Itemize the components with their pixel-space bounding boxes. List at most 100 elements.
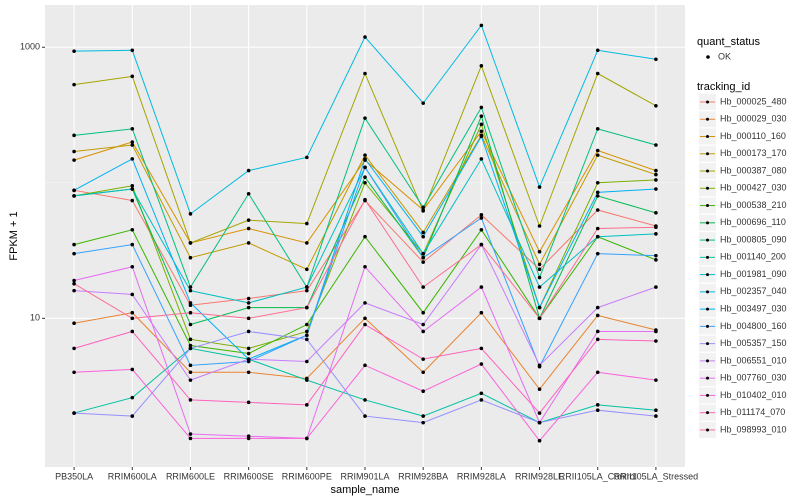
data-point [72,411,76,415]
legend-point [706,307,709,311]
data-point [246,400,251,405]
legend-title: quant_status [697,36,760,48]
data-point [72,346,76,351]
data-point [188,436,193,441]
data-point [421,234,425,239]
legend-label: Hb_003497_030 [720,303,787,313]
data-point [654,329,658,334]
data-point [305,288,309,293]
legend-point [706,100,709,104]
legend-label: Hb_004800_160 [720,321,787,331]
data-point [72,242,76,247]
data-point [479,63,484,68]
data-point [421,310,425,315]
data-point [188,337,193,342]
data-point [421,205,425,210]
data-point [595,403,600,407]
data-point [421,285,425,289]
data-point [363,316,367,321]
data-point [363,175,367,179]
data-point [595,234,600,239]
x-tick-label: PB350LA [55,471,93,481]
data-point [188,346,193,351]
data-point [421,322,425,327]
data-point [595,71,600,76]
data-point [421,329,425,334]
data-point [246,305,251,310]
legend-point [706,255,709,259]
data-point [363,264,367,269]
data-point [479,310,484,315]
data-point [305,359,309,364]
legend-point [706,221,709,225]
legend-point [706,273,709,277]
data-point [72,188,76,193]
data-point [188,301,193,305]
data-point [537,224,542,228]
legend-label: Hb_005357_150 [720,338,787,348]
data-point [72,321,76,326]
legend-label: Hb_000538_210 [720,200,787,210]
data-point [479,105,484,110]
data-point [130,140,135,144]
data-point [537,275,542,280]
data-point [246,370,251,375]
data-point [246,329,251,334]
data-point [130,329,135,334]
data-point [537,185,542,189]
legend-point [706,238,709,242]
data-point [130,414,135,418]
x-tick-label: RRIM928LA [457,471,506,481]
data-point [130,316,135,321]
data-point [305,403,309,407]
data-point [246,357,251,361]
data-point [421,420,425,425]
data-point [595,127,600,131]
data-point [421,370,425,375]
data-point [654,258,658,262]
data-point [363,35,367,39]
data-point [305,267,309,272]
y-tick-label: 10 [30,313,40,323]
data-point [130,157,135,161]
data-point [595,337,600,342]
data-point [130,127,135,131]
data-point [363,301,367,305]
data-point [421,260,425,264]
data-point [72,82,76,87]
data-point [479,213,484,217]
data-point [188,288,193,293]
data-point [305,337,309,342]
data-point [595,226,600,231]
data-point [130,242,135,247]
data-point [421,255,425,260]
data-point [654,225,658,230]
data-point [72,370,76,375]
data-point [305,241,309,245]
data-point [188,370,193,375]
data-point [72,278,76,283]
data-point [188,212,193,216]
data-point [654,414,658,418]
data-point [130,227,135,232]
x-tick-label: RRIM901LA [340,471,389,481]
data-point [479,216,484,220]
data-point [421,357,425,361]
data-point [305,155,309,160]
data-point [72,49,76,53]
data-point [72,194,76,198]
data-point [246,351,251,356]
data-point [363,234,367,239]
y-axis-title: FPKM + 1 [8,211,20,260]
data-point [595,190,600,195]
x-tick-label: RRIM600LE [166,471,215,481]
legend-point [706,117,709,121]
data-point [537,249,542,254]
data-point [537,387,542,391]
data-point [188,432,193,436]
data-point [363,165,367,170]
legend-point [706,169,709,173]
data-point [479,398,484,402]
data-point [537,438,542,443]
